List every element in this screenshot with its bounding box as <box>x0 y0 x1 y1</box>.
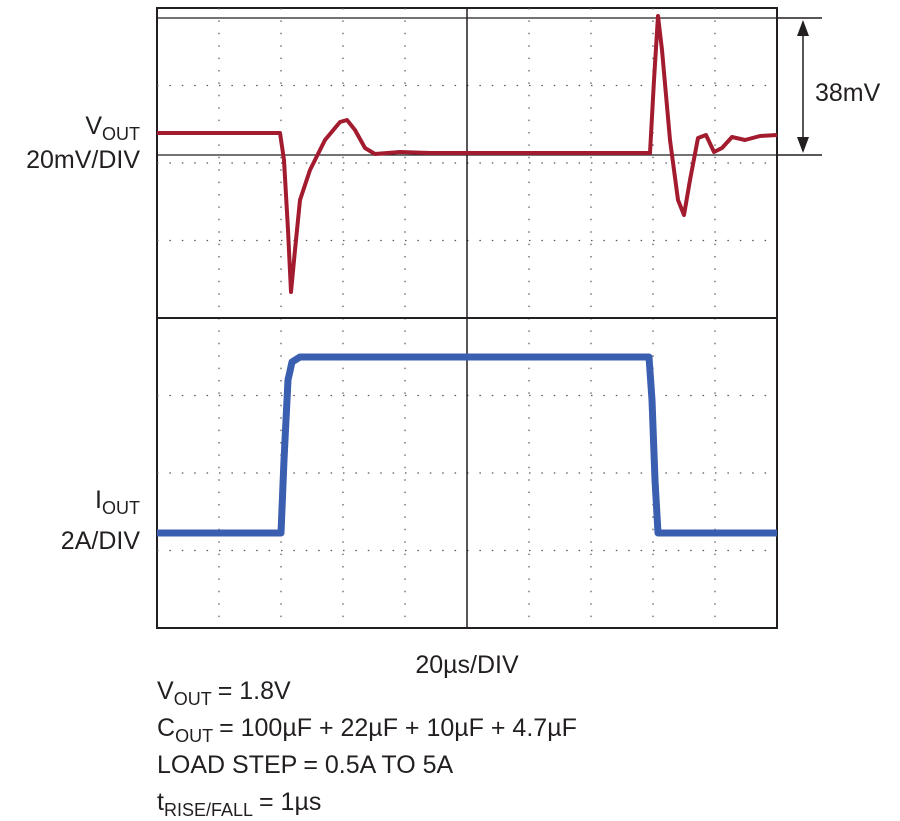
symbol: C <box>157 714 175 742</box>
symbol: V <box>157 677 174 705</box>
iout-scale: 2A/DIV <box>61 527 141 555</box>
symbol: I <box>95 486 102 514</box>
condition: COUT = 100µF + 22µF + 10µF + 4.7µF <box>157 714 577 746</box>
vout-scale: 20mV/DIV <box>26 146 140 174</box>
iout-trace <box>157 353 777 537</box>
symbol: V <box>85 112 102 140</box>
subscript: OUT <box>102 124 140 144</box>
condition: LOAD STEP = 0.5A TO 5A <box>157 751 454 779</box>
subscript: OUT <box>102 498 140 518</box>
symbol: LOAD STEP <box>157 751 297 779</box>
subscript: OUT <box>175 726 213 746</box>
symbol: t <box>157 788 164 816</box>
subscript: RISE/FALL <box>164 800 253 820</box>
condition-text: = 1µs <box>259 788 321 816</box>
arrow-heads <box>797 20 809 153</box>
condition-text: = 0.5A TO 5A <box>303 751 453 779</box>
time-scale: 20µs/DIV <box>415 651 519 679</box>
iout-label: IOUT <box>95 486 140 518</box>
vout-label: VOUT <box>85 112 140 144</box>
condition: VOUT = 1.8V <box>157 677 291 709</box>
condition-text: = 1.8V <box>218 677 291 705</box>
condition-text: = 100µF + 22µF + 10µF + 4.7µF <box>219 714 577 742</box>
subscript: OUT <box>174 689 212 709</box>
annotation-text: 38mV <box>815 79 881 107</box>
condition: tRISE/FALL = 1µs <box>157 788 321 820</box>
vout-trace <box>157 14 778 294</box>
